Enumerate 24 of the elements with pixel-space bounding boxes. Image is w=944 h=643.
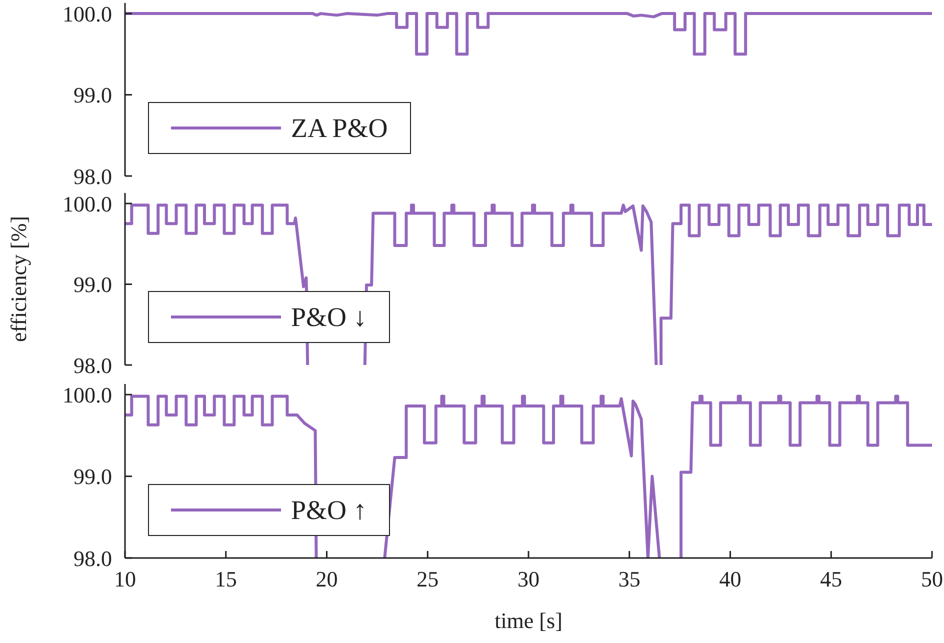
x-tick-label: 20 (316, 566, 338, 592)
line-series (125, 12, 932, 56)
y-axis-title: efficiency [%] (6, 216, 31, 342)
x-tick-label: 25 (416, 566, 439, 592)
x-tick-label: 50 (921, 566, 943, 592)
y-tick-label: 99.0 (74, 464, 112, 490)
y-tick-label: 100.0 (62, 1, 112, 26)
y-tick-label: 99.0 (74, 272, 112, 298)
x-tick-label: 30 (518, 566, 540, 592)
x-tick-label: 35 (618, 566, 640, 592)
legend-label: ZA P&O (291, 112, 388, 145)
legend-label: P&O ↑ (291, 494, 367, 527)
x-tick-label: 15 (214, 566, 237, 592)
y-tick-label: 100.0 (62, 382, 112, 408)
x-tick-label: 10 (114, 566, 136, 592)
x-tick-label: 40 (719, 566, 742, 592)
y-tick-label: 98.0 (74, 352, 112, 378)
legend-label: P&O ↓ (291, 301, 367, 334)
x-tick-label: 45 (820, 566, 842, 592)
y-tick-label: 98.0 (74, 546, 112, 571)
y-tick-label: 98.0 (74, 164, 112, 189)
x-axis-title: time [s] (494, 608, 562, 633)
y-tick-label: 99.0 (74, 82, 112, 108)
y-tick-label: 100.0 (62, 191, 112, 216)
